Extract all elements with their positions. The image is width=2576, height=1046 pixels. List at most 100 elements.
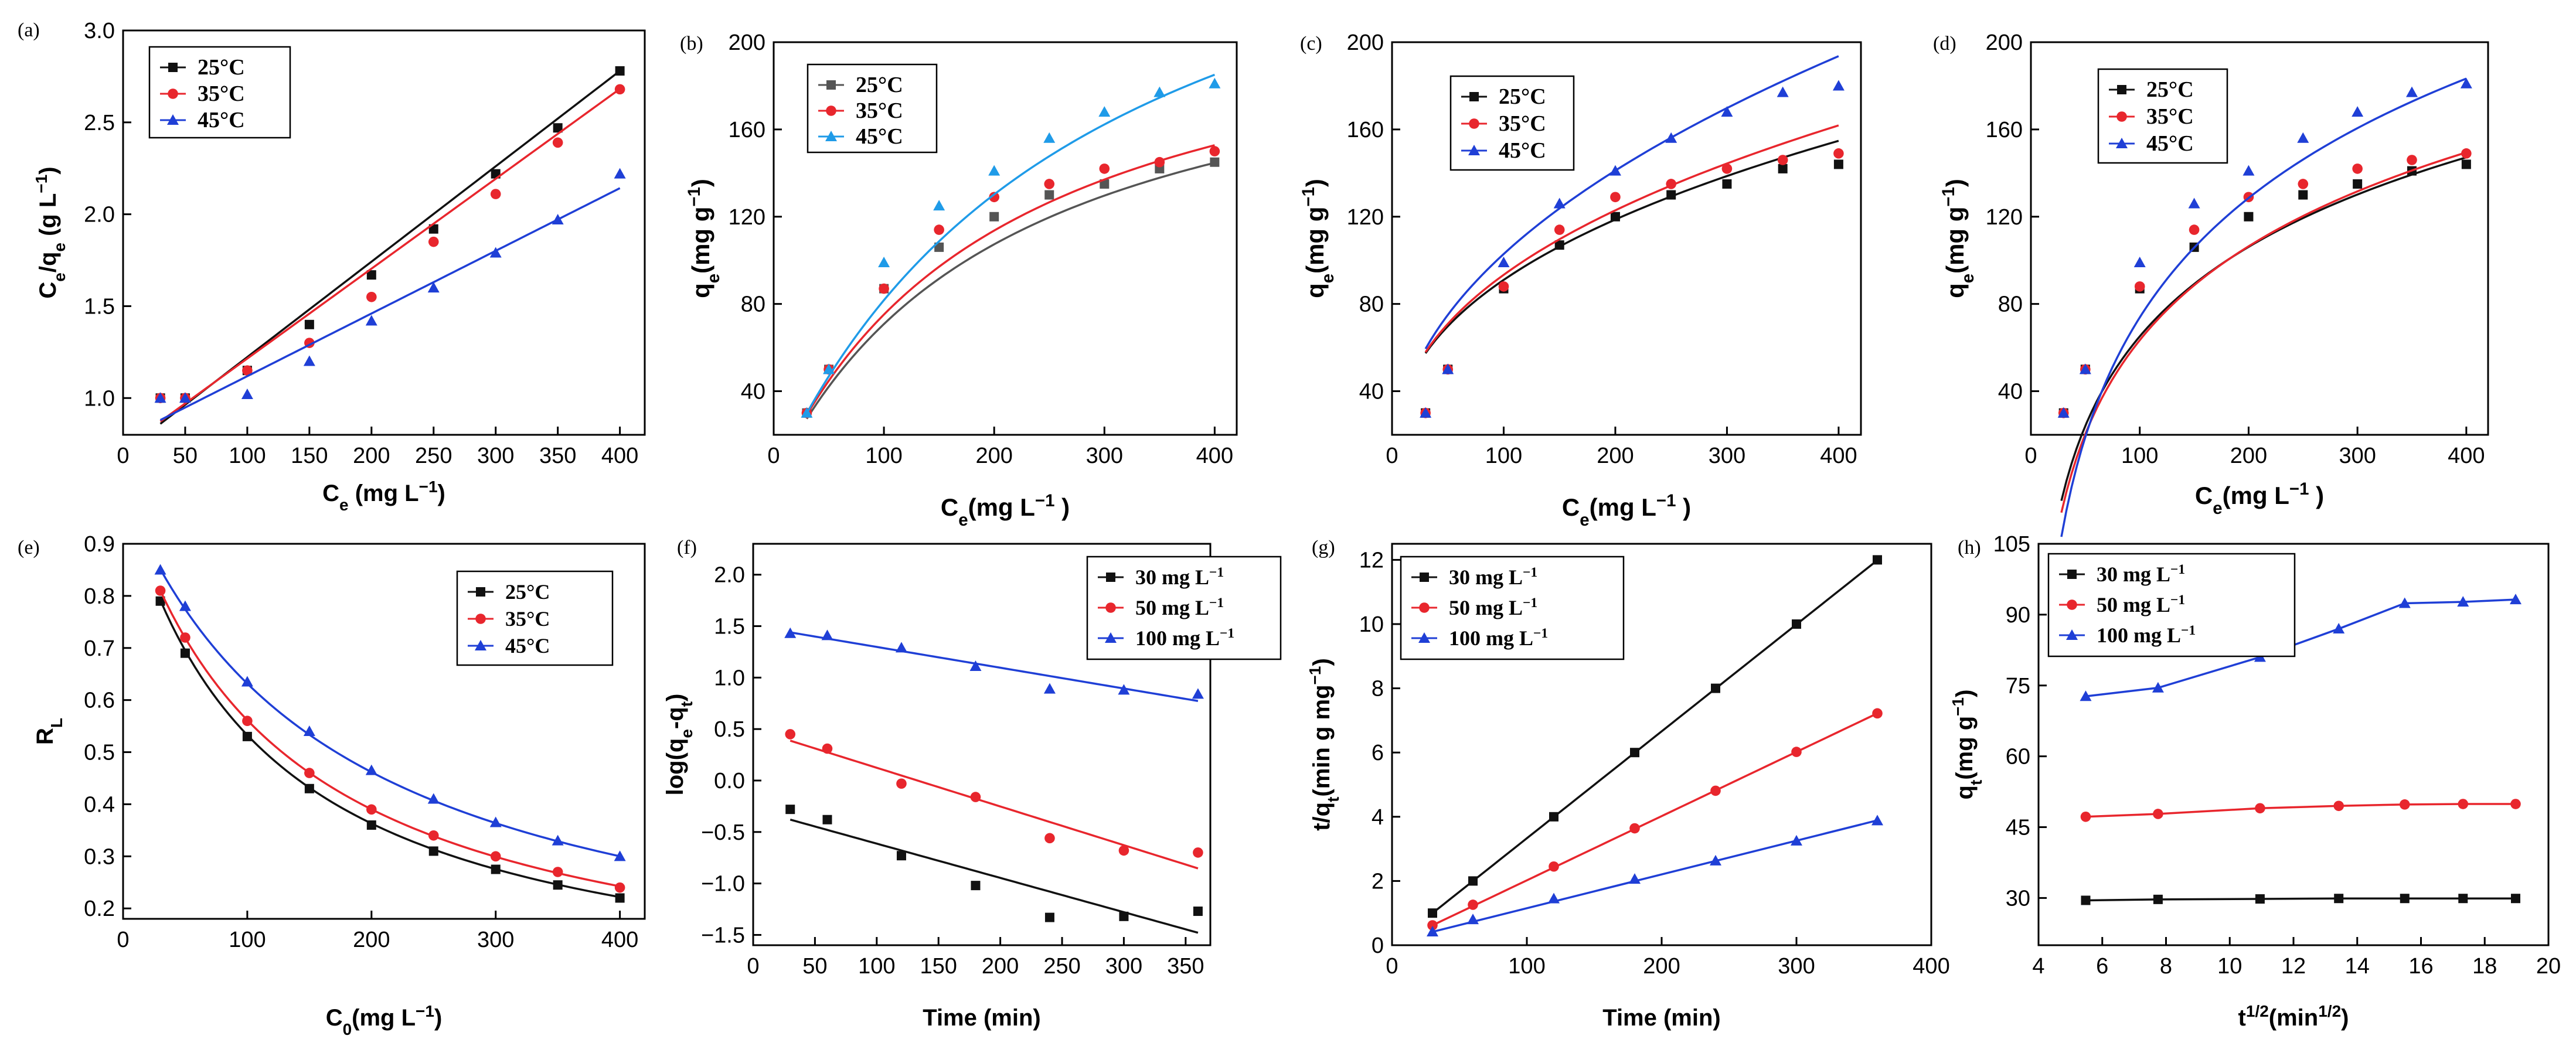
legend-marker <box>2067 570 2077 579</box>
y-tick-label: 40 <box>741 380 765 404</box>
x-tick-label: 200 <box>2230 444 2267 468</box>
data-point <box>934 224 944 235</box>
x-tick-label: 150 <box>291 444 328 468</box>
x-tick-label: 400 <box>1196 444 1233 468</box>
legend-marker <box>1468 145 1480 155</box>
x-tick-label: 200 <box>982 954 1019 979</box>
data-point <box>1119 911 1129 921</box>
legend-marker <box>1418 632 1430 643</box>
data-point <box>2080 812 2091 822</box>
data-point <box>614 882 625 893</box>
y-tick-label: 120 <box>729 205 765 230</box>
y-axis-title: qe(mg g−1) <box>685 179 723 298</box>
fit-line <box>805 73 1216 414</box>
x-tick-label: 150 <box>920 954 957 979</box>
series-2 <box>154 168 626 421</box>
data-point <box>1118 684 1130 695</box>
legend-label: 50 mg L−1 <box>2097 592 2185 616</box>
x-tick-label: 300 <box>2339 444 2376 468</box>
x-tick-label: 400 <box>1913 954 1949 979</box>
y-axis-title: qe(mg g−1) <box>1299 179 1338 298</box>
x-tick-label: 50 <box>173 444 198 468</box>
data-point <box>1100 179 1110 189</box>
y-tick-label: 80 <box>1998 292 2023 317</box>
data-point <box>1209 77 1221 88</box>
data-point <box>155 596 165 606</box>
x-tick-label: 0 <box>1386 444 1398 468</box>
y-tick-label: 80 <box>741 292 765 317</box>
legend-label: 30 mg L−1 <box>2097 562 2185 586</box>
series-1 <box>1420 124 1844 418</box>
data-point <box>2255 894 2265 904</box>
legend-label: 45°C <box>505 634 550 657</box>
data-point <box>2255 803 2265 814</box>
data-point <box>2407 155 2417 165</box>
data-point <box>552 137 563 148</box>
x-tick-label: 200 <box>353 444 390 468</box>
legend-marker <box>2116 111 2127 122</box>
fit-line <box>790 740 1199 870</box>
data-point <box>1666 190 1676 200</box>
legend-marker <box>826 80 836 90</box>
legend-label: 25°C <box>198 55 245 80</box>
data-point <box>1548 892 1560 904</box>
y-tick-label: 0.2 <box>84 897 115 921</box>
fit-line <box>790 819 1199 934</box>
legend-label: 45°C <box>1499 138 1546 163</box>
fit-line <box>1424 55 1839 350</box>
data-point <box>1044 833 1055 844</box>
x-tick-label: 0 <box>767 444 780 468</box>
x-tick-label: 200 <box>1643 954 1680 979</box>
data-point <box>304 319 314 329</box>
data-point <box>1118 845 1129 856</box>
legend-label: 30 mg L−1 <box>1135 565 1224 589</box>
legend-marker <box>1420 573 1429 582</box>
legend-marker <box>2067 599 2077 610</box>
y-tick-label: 40 <box>1998 380 2023 404</box>
data-point <box>1630 748 1639 758</box>
data-point <box>489 247 502 258</box>
data-point <box>614 84 625 95</box>
x-axis-title: t1/2(min1/2) <box>2238 1002 2349 1031</box>
data-point <box>1192 688 1204 699</box>
data-point <box>1043 132 1056 143</box>
data-point <box>896 778 907 789</box>
data-point <box>1210 157 1220 167</box>
data-point <box>1498 256 1510 267</box>
series-0 <box>2081 894 2520 905</box>
data-point <box>1791 834 1802 846</box>
data-point <box>989 192 999 203</box>
data-point <box>2242 165 2255 176</box>
y-tick-label: 6 <box>1372 741 1384 765</box>
data-point <box>2457 596 2469 607</box>
y-axis-title: qe(mg g−1) <box>1939 179 1978 298</box>
data-point <box>2057 407 2070 418</box>
series-1 <box>155 585 625 893</box>
data-point <box>1043 683 1056 694</box>
data-point <box>1629 823 1640 834</box>
data-point <box>933 200 945 211</box>
panel-label: (h) <box>1958 537 1981 558</box>
x-tick-label: 400 <box>1820 444 1857 468</box>
series-1 <box>801 144 1220 418</box>
x-tick-label: 300 <box>1086 444 1123 468</box>
legend-marker <box>1105 602 1116 613</box>
fit-line <box>1432 819 1878 933</box>
x-tick-label: 4 <box>2032 954 2044 979</box>
x-tick-label: 200 <box>1597 444 1634 468</box>
data-point <box>2399 799 2410 810</box>
series-0 <box>1421 139 1843 418</box>
y-tick-label: 3.0 <box>84 19 115 43</box>
series-1 <box>1427 708 1883 931</box>
data-point <box>552 867 563 877</box>
x-tick-label: 400 <box>601 444 638 468</box>
y-tick-label: 75 <box>2006 674 2030 699</box>
data-point <box>179 392 191 403</box>
y-tick-label: 0 <box>1372 933 1384 958</box>
plot-frame <box>2030 41 2489 436</box>
y-tick-label: 105 <box>1993 532 2030 557</box>
data-point <box>1554 224 1565 235</box>
fit-line <box>159 590 620 888</box>
y-tick-label: 2.0 <box>714 563 745 588</box>
data-point <box>1193 847 1203 858</box>
